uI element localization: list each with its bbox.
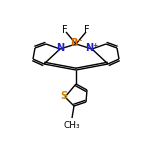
- Text: F: F: [84, 25, 90, 35]
- Text: N: N: [56, 43, 64, 53]
- Text: CH₃: CH₃: [64, 121, 80, 131]
- Text: B⁻: B⁻: [70, 38, 82, 48]
- Text: N⁺: N⁺: [85, 43, 99, 53]
- Text: S: S: [60, 91, 67, 101]
- Text: F: F: [62, 25, 68, 35]
